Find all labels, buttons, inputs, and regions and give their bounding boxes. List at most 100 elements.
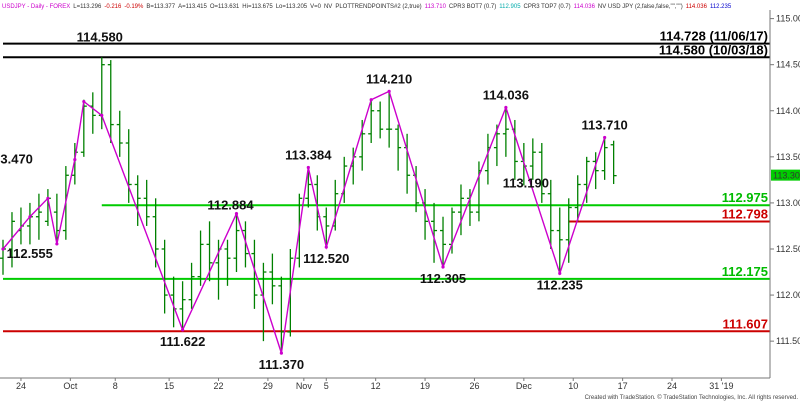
level-label: 112.975	[722, 190, 768, 205]
header-segment: CPR3 TOP7 (0.7)	[524, 4, 571, 10]
header-segment: PLOTTRENDPOINTS#2 (2,true)	[335, 4, 421, 10]
header-segment: 114.036	[574, 4, 596, 10]
last-price-box	[771, 169, 800, 181]
credit-text: Created with TradeStation. © TradeStatio…	[585, 394, 799, 401]
price-tick-label: 115.000	[776, 14, 800, 24]
header-segment: B=113.377	[146, 4, 175, 10]
header-segment: CPR3 BOT7 (0.7)	[449, 4, 496, 10]
ohlc-bar	[197, 230, 204, 286]
price-tick-label: 113.000	[776, 198, 800, 208]
header-segment: V=0	[310, 4, 322, 10]
swing-label: 111.370	[259, 357, 305, 372]
trend-point	[28, 215, 32, 219]
swing-label: 112.235	[537, 277, 583, 292]
ohlc-bar	[457, 184, 464, 236]
trend-point	[324, 245, 328, 249]
ohlc-bar	[161, 239, 168, 314]
date-tick-label: Dec	[516, 381, 533, 391]
ohlc-bar	[188, 262, 195, 309]
ohlc-bar	[565, 198, 572, 263]
level-label: 114.728 (11/06/17)	[660, 29, 768, 44]
trend-point	[387, 89, 391, 94]
header-segment: O=113.631	[210, 4, 240, 10]
trend-lines	[1, 89, 607, 355]
date-tick-label: Nov	[296, 381, 313, 391]
date-tick-label: 15	[164, 381, 174, 391]
trend-point	[504, 105, 508, 110]
header-text: USDJPY - Daily - FOREX L=113.296 -0.216 -0.…	[2, 4, 732, 10]
trend-point	[234, 212, 239, 216]
date-tick-label: 22	[214, 381, 224, 391]
ohlc-bar	[242, 221, 249, 268]
swing-label: 112.520	[303, 251, 349, 266]
header-segment: -0.19%	[124, 4, 144, 10]
header-segment: 114.036	[686, 4, 708, 10]
level-labels: 114.728 (11/06/17)114.580 (10/03/18) 112.…	[659, 29, 768, 332]
ohlc-bar	[502, 107, 509, 157]
ohlc-bar	[179, 281, 186, 330]
ohlc-bar	[251, 239, 258, 309]
swing-label: 113.190	[503, 175, 549, 190]
ohlc-bar	[529, 138, 536, 180]
header-segment: -0.216	[104, 4, 122, 10]
trend-line	[2, 90, 606, 354]
trend-point	[73, 158, 77, 162]
trend-point	[46, 196, 50, 200]
last-price-label: 113.304	[773, 171, 800, 181]
swing-label: 111.622	[160, 334, 206, 349]
ohlc-bar	[538, 143, 545, 203]
ohlc-bar	[152, 198, 159, 268]
price-tick-label: 114.000	[776, 106, 800, 116]
price-tick-label: 113.500	[776, 152, 800, 162]
ohlc-bar	[323, 207, 330, 248]
swing-label: 112.555	[7, 246, 53, 261]
swing-label: 114.580	[77, 29, 123, 44]
swing-label: 114.036	[483, 87, 529, 102]
ohlc-bar	[386, 91, 393, 148]
ohlc-bar	[440, 216, 447, 267]
ohlc-bar	[233, 213, 240, 273]
date-tick-label: 17	[618, 381, 628, 391]
ohlc-bar	[125, 129, 132, 203]
date-tick-label: 29	[263, 381, 273, 391]
trend-point	[181, 328, 185, 332]
trend-point	[558, 271, 562, 276]
ohlc-bar	[556, 207, 563, 274]
price-axis: 115.000 114.500 114.000 113.500 113.000 112.5…	[769, 10, 800, 378]
header-segment: 112.905	[499, 4, 521, 10]
ohlc-bar	[269, 253, 276, 305]
header-segment: L=113.296	[73, 4, 102, 10]
level-label: 112.175	[722, 264, 768, 279]
date-tick-label: 19	[420, 381, 430, 391]
swing-annotations: 114.580 113.470 112.555 112.884 111.622 113.3…	[0, 29, 628, 372]
ohlc-bar	[80, 99, 87, 157]
swing-label: 113.384	[285, 148, 332, 163]
header-segment: NV USD JPY (2,false,false,"","")	[598, 4, 683, 10]
level-label: 112.798	[722, 207, 768, 222]
price-tick-label: 111.500	[776, 336, 800, 346]
ohlc-bar	[116, 110, 123, 157]
price-tick-label: 114.500	[776, 60, 800, 70]
date-tick-label: 5	[324, 381, 329, 391]
ohlc-bar	[143, 179, 150, 226]
date-tick-label: 24	[667, 381, 677, 391]
ohlc-bar	[592, 152, 599, 190]
last-price-tag: 113.304	[771, 169, 800, 181]
ohlc-bar	[377, 101, 384, 139]
ohlc-bar	[431, 202, 438, 263]
header-segment: NV	[324, 4, 332, 10]
swing-label: 112.884	[207, 198, 254, 213]
ohlc-bar	[134, 175, 141, 226]
date-tick-label: 24	[16, 381, 26, 391]
ohlc-bar	[395, 124, 402, 171]
price-bars	[0, 57, 617, 354]
ohlc-bar	[107, 60, 114, 144]
ohlc-bar	[574, 175, 581, 222]
ohlc-bar	[8, 212, 15, 268]
level-label: 114.580 (10/03/18)	[659, 42, 768, 57]
trend-point	[279, 351, 283, 355]
swing-label: 113.710	[582, 117, 628, 132]
trend-point	[441, 265, 445, 269]
